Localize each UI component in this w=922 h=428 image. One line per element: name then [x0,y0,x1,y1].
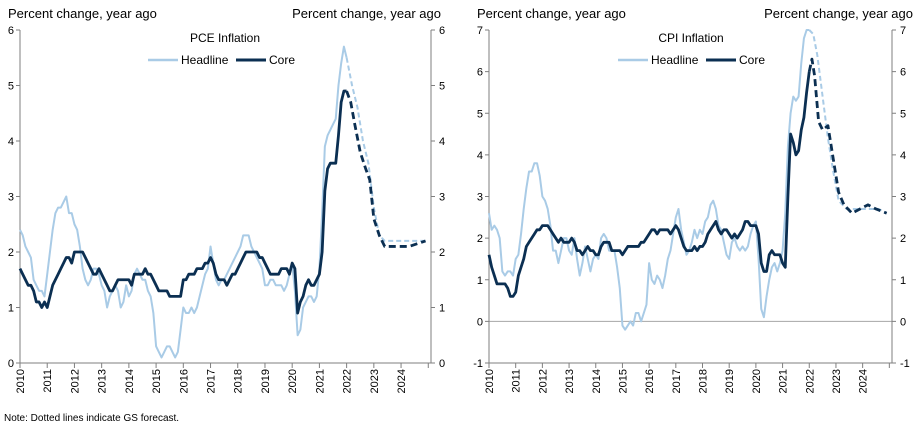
y-tick-label-right: 6 [439,25,445,37]
series-line-core [487,71,811,298]
y-tick-label-left: 1 [477,275,483,287]
footnote: Note: Dotted lines indicate GS forecast. [4,413,180,424]
y-tick-label-left: 6 [477,67,483,79]
chart-title: CPI Inflation [658,31,723,45]
x-tick-label: 2014 [124,369,136,393]
y-tick-label-right: 4 [439,136,445,148]
y-tick-label-right: 6 [900,67,906,79]
y-tick-label-right: 1 [900,275,906,287]
y-tick-label-right: 4 [900,150,906,162]
x-tick-label: 2021 [314,369,326,393]
x-tick-label: 2013 [564,369,576,393]
y-tick-label-left: 2 [477,233,483,245]
series-line-core-forecast [345,90,427,248]
x-tick-label: 2024 [396,369,408,393]
x-tick-label: 2015 [617,369,629,393]
x-tick-label: 2015 [151,369,163,393]
y-tick-label-left: 0 [8,358,14,370]
series-line-headline [488,29,810,331]
y-tick-label-left: 3 [477,192,483,204]
legend: Headline Core [148,53,295,67]
x-tick-label: 2010 [484,369,496,393]
x-tick-label: 2013 [97,369,109,393]
x-tick-label: 2016 [178,369,190,393]
series-line-core-forecast [807,57,888,215]
x-tick-label: 2014 [591,369,603,393]
y-tick-label-right: -1 [900,358,910,370]
legend-label-headline: Headline [181,53,229,67]
chart-title: PCE Inflation [190,31,260,45]
x-tick-label: 2024 [858,369,870,393]
x-tick-label: 2020 [287,369,299,393]
y-tick-label-left: 1 [8,303,14,315]
x-tick-label: 2017 [206,369,218,393]
plot-area: 0 0 1 1 2 2 3 3 4 4 5 5 6 6 2010 2011 2012 2013 2014 2015 20… [8,25,445,393]
y-tick-label-right: 7 [900,25,906,37]
y-tick-label-right: 3 [900,192,906,204]
x-tick-label: 2021 [778,369,790,393]
legend-label-core: Core [739,53,765,67]
cpi-inflation-chart: Percent change, year ago Percent change,… [473,6,913,393]
y-tick-label-right: 2 [900,233,906,245]
series-line-core [18,89,347,315]
y-tick-label-right: 2 [439,247,445,259]
x-tick-label: 2022 [804,369,816,393]
x-tick-label: 2011 [511,369,523,393]
x-tick-label: 2017 [671,369,683,393]
series-line-headline-forecast [808,29,888,215]
y-tick-label-right: 3 [439,192,445,204]
x-tick-label: 2012 [69,369,81,393]
left-axis-unit-label: Percent change, year ago [8,6,157,21]
y-tick-label-left: 0 [477,316,483,328]
y-tick-label-right: 0 [900,316,906,328]
y-tick-label-left: 3 [8,192,14,204]
legend-label-headline: Headline [651,53,699,67]
x-tick-label: 2019 [260,369,272,393]
y-tick-label-left: 5 [8,81,14,93]
x-tick-label: 2019 [724,369,736,393]
x-tick-label: 2023 [369,369,381,393]
x-tick-label: 2011 [42,369,54,393]
x-tick-label: 2012 [537,369,549,393]
x-tick-label: 2023 [831,369,843,393]
y-tick-label-left: -1 [473,358,483,370]
x-tick-label: 2022 [342,369,354,393]
right-axis-unit-label: Percent change, year ago [292,6,441,21]
y-tick-label-left: 2 [8,247,14,259]
y-tick-label-right: 1 [439,303,445,315]
x-tick-label: 2018 [698,369,710,393]
pce-inflation-chart: Percent change, year ago Percent change,… [8,6,445,393]
y-tick-label-left: 7 [477,25,483,37]
y-tick-label-left: 5 [477,108,483,120]
x-tick-label: 2016 [644,369,656,393]
left-axis-unit-label: Percent change, year ago [477,6,626,21]
y-tick-label-left: 6 [8,25,14,37]
legend: Headline Core [618,53,765,67]
plot-area: -1 -1 0 0 1 1 2 2 3 3 4 4 5 5 6 6 7 7 2010 2011 2012 2013 2014… [473,25,910,393]
right-axis-unit-label: Percent change, year ago [764,6,913,21]
y-tick-label-right: 5 [900,108,906,120]
x-tick-label: 2010 [15,369,27,393]
legend-label-core: Core [269,53,295,67]
x-tick-label: 2020 [751,369,763,393]
y-tick-label-left: 4 [477,150,483,162]
y-tick-label-left: 4 [8,136,14,148]
y-tick-label-right: 5 [439,81,445,93]
x-tick-label: 2018 [233,369,245,393]
y-tick-label-right: 0 [439,358,445,370]
